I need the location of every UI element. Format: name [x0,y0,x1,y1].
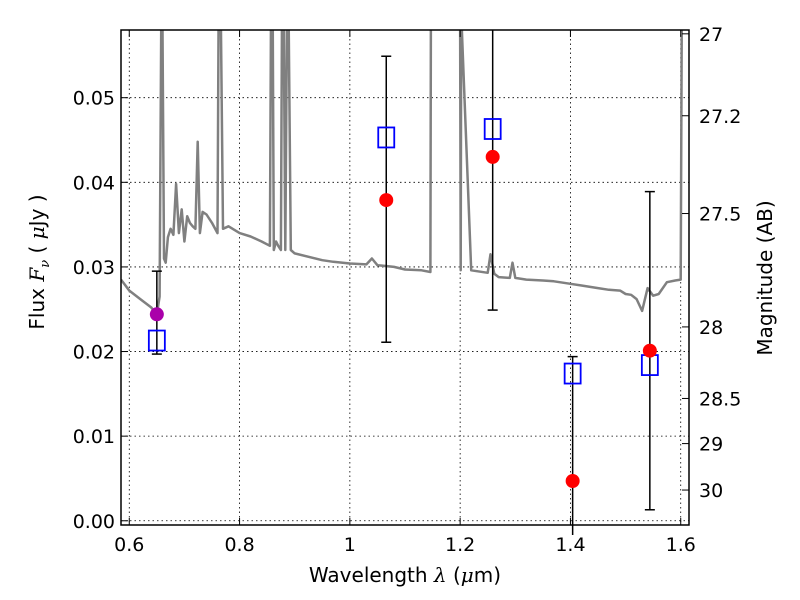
observed-point [485,149,500,164]
observed-point [565,474,580,488]
observed-point [642,343,657,358]
mag-tick-label: 30 [699,480,723,502]
x-axis-label: Wavelength λ (μm) [309,563,501,587]
grid [121,30,689,525]
mag-tick-label: 28.5 [699,388,741,410]
model-spectrum-line [121,30,683,315]
observed-point [379,193,394,208]
x-tick-label: 1 [344,534,356,556]
plot-area [121,30,683,315]
model-photometry-point [483,118,502,140]
model-photometry-point [147,329,166,352]
y-tick-label: 0.03 [73,257,115,279]
x-tick-label: 0.8 [224,534,254,556]
y-tick-label: 0.01 [73,426,115,448]
y-tick-label: 0.04 [73,172,115,194]
observed-point-purple [149,307,164,322]
mag-tick-label: 27.2 [699,106,741,128]
mag-tick-label: 27 [699,24,723,46]
y-tick-label: 0.05 [73,88,115,110]
mag-tick-label: 29 [699,434,723,456]
model-photometry-point [377,126,396,149]
model-photometry-point [563,362,582,385]
y-axis-label: Flux Fν ( μJy ) [25,194,53,329]
y2-axis-label: Magnitude (AB) [753,200,777,355]
x-tick-label: 1.2 [445,534,475,556]
axes: 0.6 0.8 1 1.2 1.4 1.6 0.00 0.01 0.02 0.03 0.04 0.05… [73,24,742,556]
mag-tick-label: 27.5 [699,204,741,226]
y-tick-label: 0.00 [73,511,115,533]
plot-frame [120,29,690,526]
x-tick-label: 1.6 [666,534,696,556]
mag-tick-label: 28 [699,317,723,339]
x-tick-label: 0.6 [114,534,144,556]
points [147,30,659,535]
y-tick-label: 0.02 [73,342,115,364]
x-tick-label: 1.4 [555,534,585,556]
